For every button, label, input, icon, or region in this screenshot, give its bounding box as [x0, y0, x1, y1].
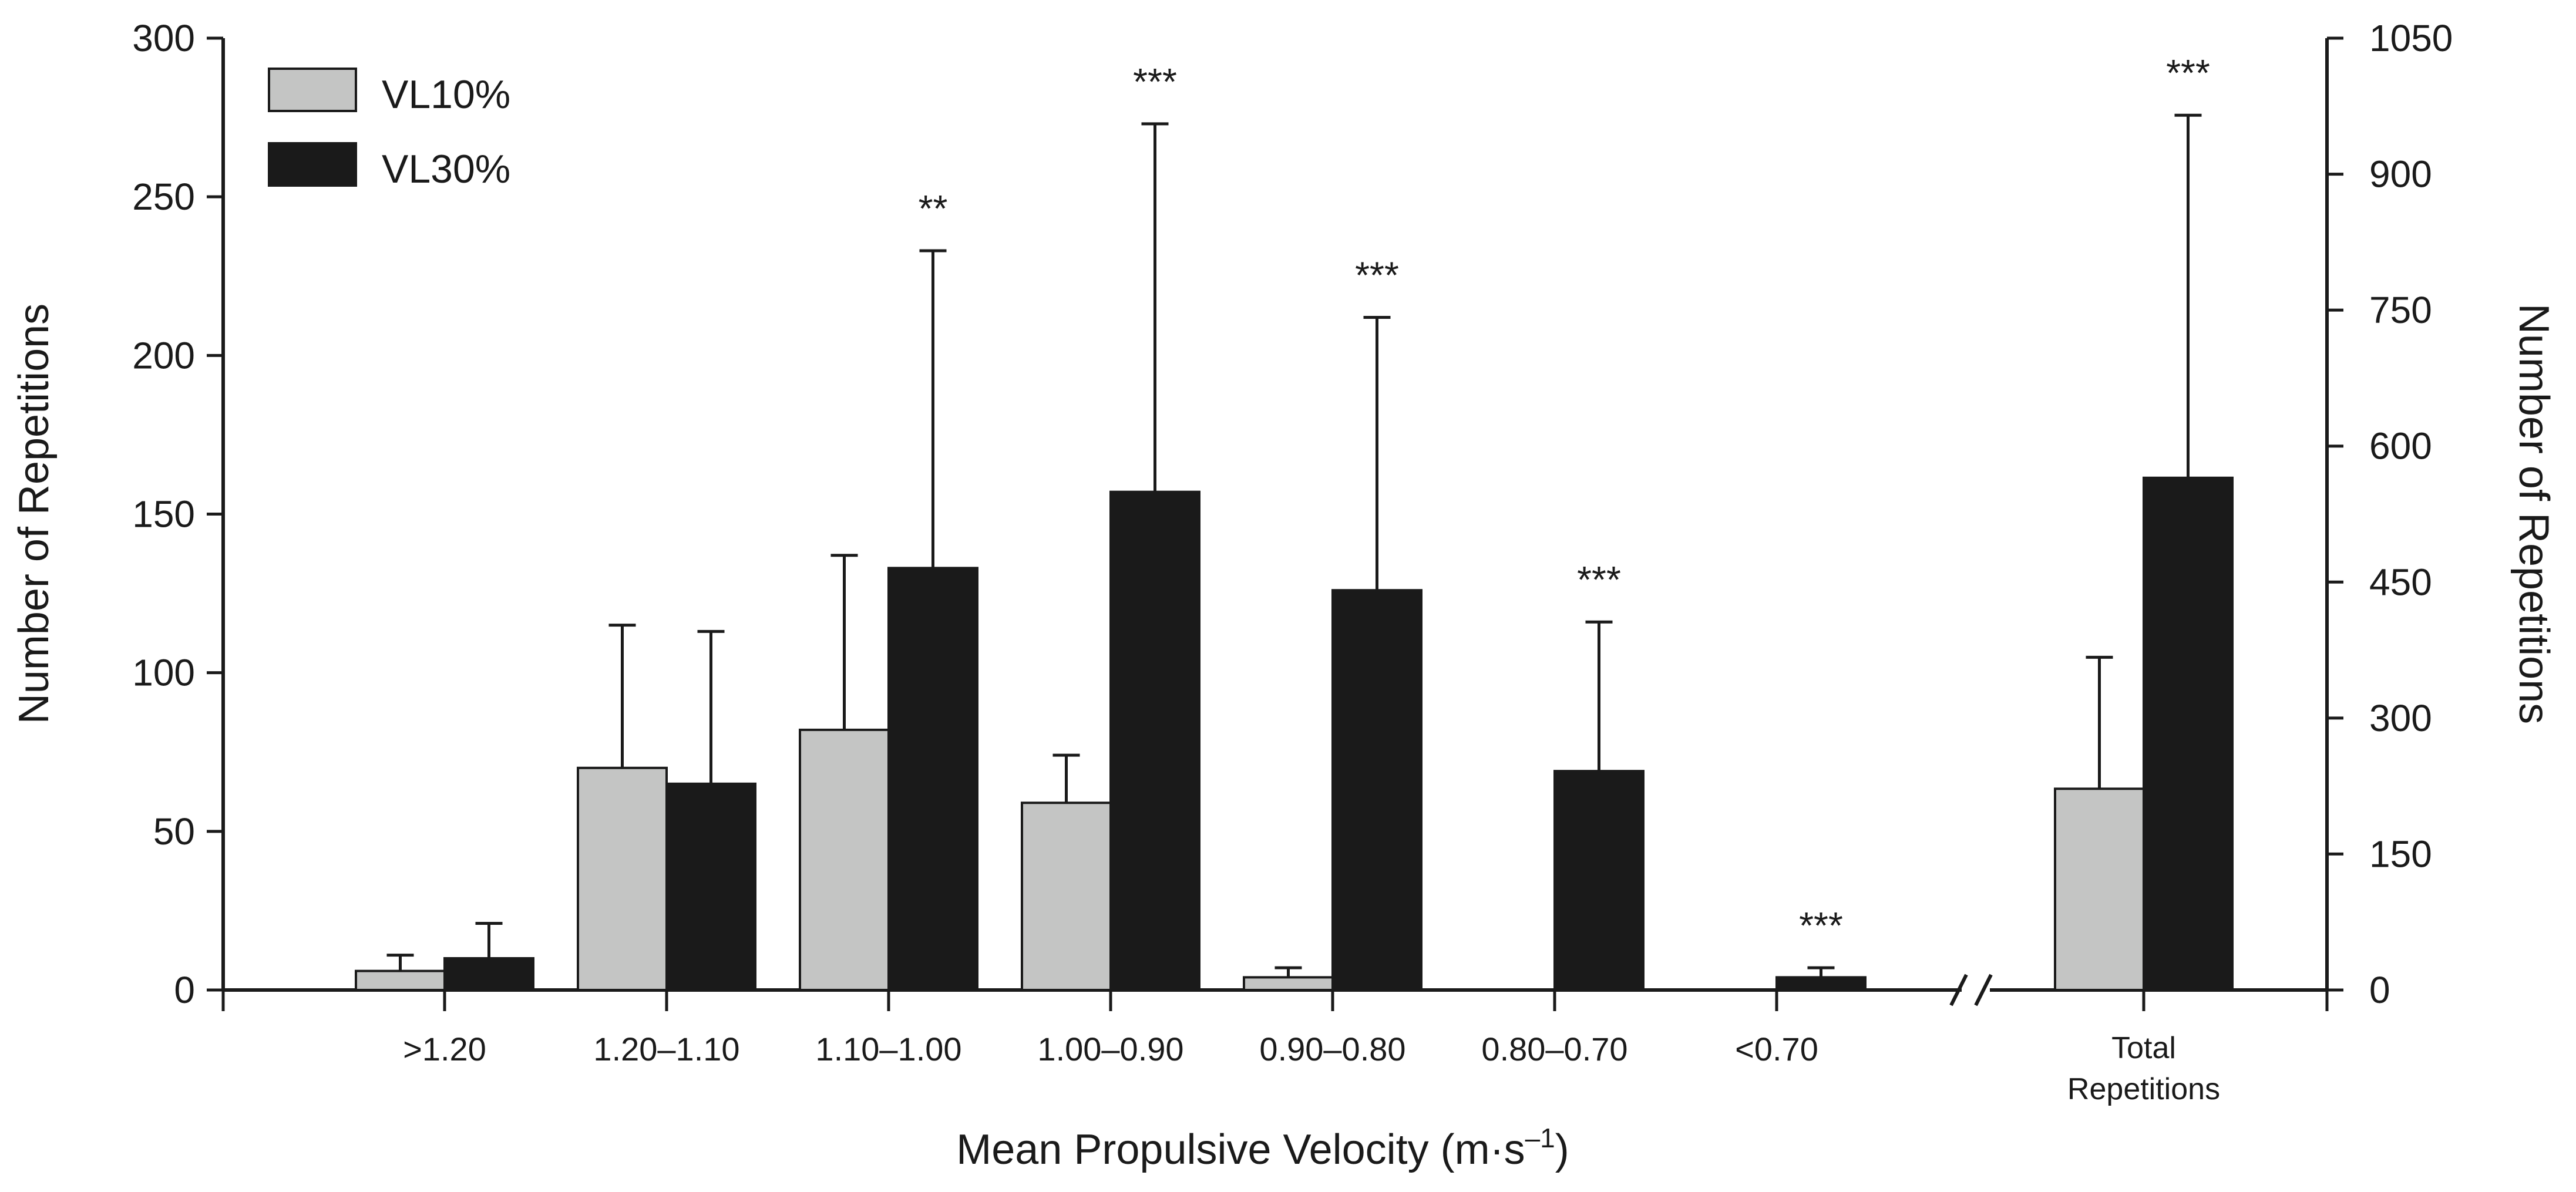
category-labels: >1.20 1.20–1.10 1.10–1.00 1.00–0.90 0.90–0.8…	[403, 1031, 2220, 1106]
left-y-tick-label: 100	[132, 652, 195, 694]
right-y-ticks: 0 150 300 450 600 750 900 1050	[2327, 17, 2453, 1011]
left-y-tick-label: 250	[132, 176, 195, 218]
category-label: <0.70	[1735, 1031, 1818, 1068]
category-label: 0.80–0.70	[1481, 1031, 1627, 1068]
category-label: 1.00–0.90	[1037, 1031, 1183, 1068]
bar-vl10	[355, 969, 446, 991]
axis-break-mark-1	[1949, 974, 1968, 1006]
x-ticks	[221, 990, 2329, 1011]
x-axis-title-superscript: –1	[1525, 1123, 1555, 1153]
bar-vl30	[1331, 589, 1422, 991]
right-y-tick-label: 150	[2369, 833, 2432, 875]
significance-mark: ***	[1799, 904, 1843, 947]
total-label-line2: Repetitions	[2067, 1072, 2220, 1106]
left-y-tick-label: 50	[153, 810, 195, 853]
legend-swatch-vl30	[268, 142, 357, 187]
right-y-axis-title: Number of Repetitions	[2510, 304, 2557, 724]
axis-break-mark-2	[1974, 974, 1993, 1006]
legend-label-vl30: VL30%	[382, 147, 510, 191]
legend: VL10% VL30%	[268, 68, 510, 191]
significance-mark-total: ***	[2166, 52, 2210, 94]
left-y-ticks: 0 50 100 150 200 250 300	[132, 17, 223, 1011]
significance-mark: ***	[1133, 60, 1177, 103]
category-label: 1.20–1.10	[593, 1031, 739, 1068]
right-y-tick-label: 750	[2369, 289, 2432, 331]
bar-vl10	[577, 766, 668, 992]
x-axis-title-main: Mean Propulsive Velocity (m·s	[956, 1126, 1525, 1173]
x-axis-title-end: )	[1555, 1126, 1569, 1173]
left-y-axis-title: Number of Repetitions	[11, 304, 58, 724]
bar-vl30	[443, 957, 534, 992]
right-y-tick-label: 600	[2369, 425, 2432, 467]
significance-mark: **	[919, 187, 948, 230]
left-y-tick-label: 150	[132, 493, 195, 536]
bar-vl30	[1553, 770, 1645, 992]
bar-vl30	[2143, 476, 2234, 991]
right-y-tick-label: 0	[2369, 969, 2390, 1011]
significance-mark: ***	[1577, 558, 1621, 601]
category-label: >1.20	[403, 1031, 486, 1068]
category-label: 1.10–1.00	[815, 1031, 961, 1068]
right-y-tick-label: 1050	[2369, 17, 2453, 59]
left-y-tick-label: 0	[174, 969, 195, 1011]
category-label: 0.90–0.80	[1259, 1031, 1405, 1068]
error-bars	[386, 113, 2202, 978]
bar-vl10	[1021, 802, 1112, 992]
legend-label-vl10: VL10%	[382, 72, 510, 117]
bar-vl10	[2054, 787, 2145, 991]
bar-vl10	[1243, 976, 1334, 992]
bar-vl30	[665, 782, 756, 991]
bar-vl10	[799, 728, 890, 991]
right-y-tick-label: 300	[2369, 697, 2432, 739]
bar-vl30	[1109, 490, 1200, 991]
left-y-tick-label: 200	[132, 334, 195, 376]
bars	[355, 476, 2234, 992]
axes	[221, 38, 2329, 1006]
legend-swatch-vl10	[268, 68, 357, 112]
left-y-tick-label: 300	[132, 17, 195, 59]
significance-mark: ***	[1355, 254, 1399, 296]
total-label-line1: Total	[2111, 1031, 2176, 1065]
right-y-tick-label: 900	[2369, 153, 2432, 196]
x-axis-title: Mean Propulsive Velocity (m·s–1)	[956, 1123, 1569, 1173]
significance-marks: *****************	[919, 52, 2210, 947]
right-y-tick-label: 450	[2369, 561, 2432, 603]
bar-vl30	[887, 567, 978, 991]
bar-vl30	[1775, 976, 1867, 992]
